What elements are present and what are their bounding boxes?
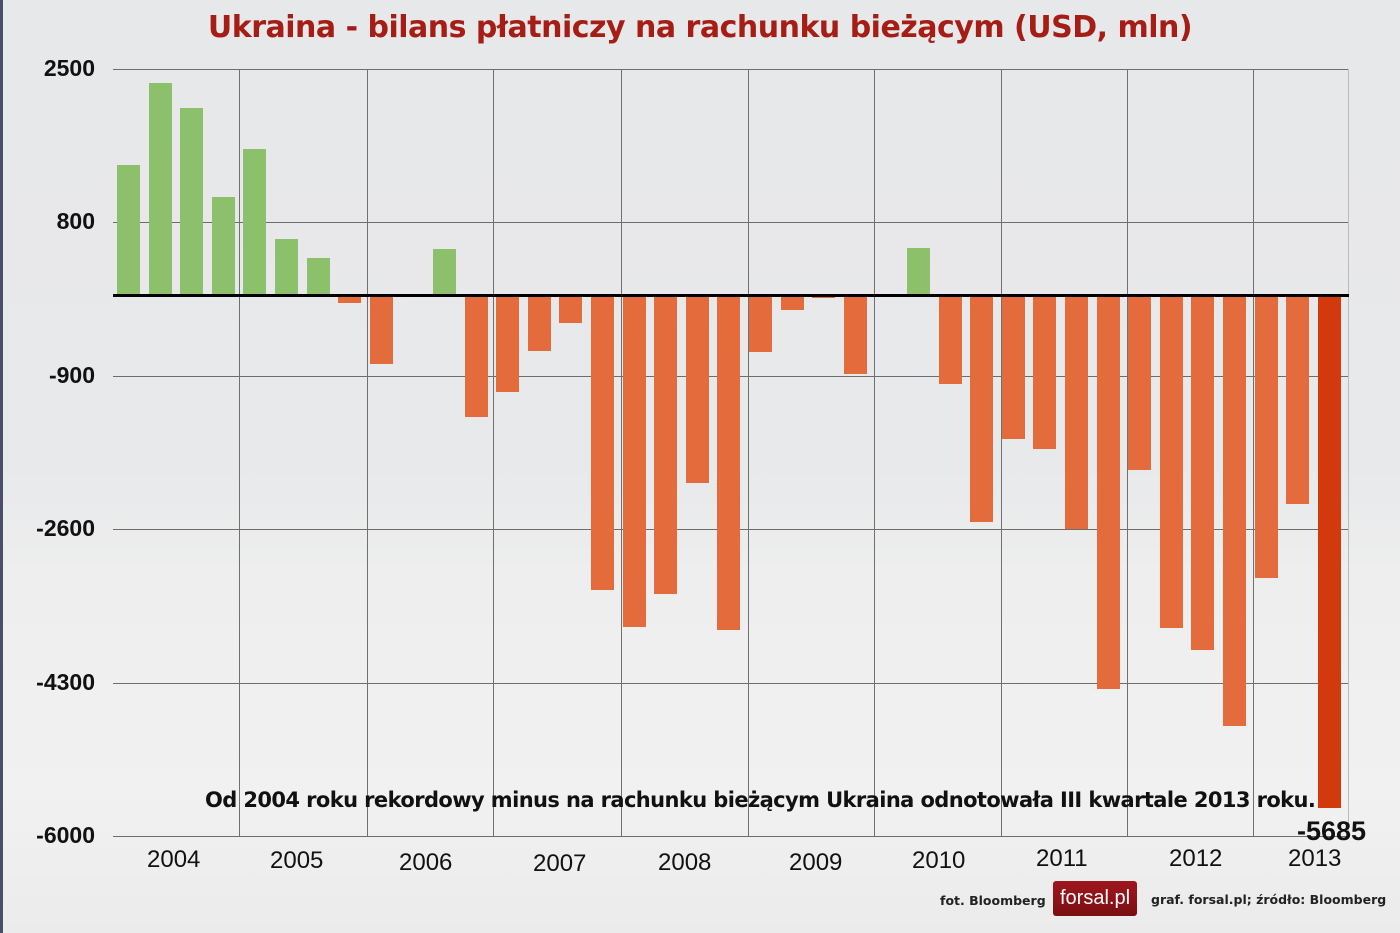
source-credit: graf. forsal.pl; źródło: Bloomberg xyxy=(1151,892,1387,907)
bar-2007-q2[interactable] xyxy=(527,294,551,351)
bar-2009-q2[interactable] xyxy=(780,294,804,310)
bar-2011-q2[interactable] xyxy=(1033,294,1057,449)
x-tick-label: 2004 xyxy=(147,846,201,873)
y-gridline xyxy=(113,222,1349,224)
bar-2009-q1[interactable] xyxy=(749,294,772,353)
bar-2010-q3[interactable] xyxy=(938,294,962,384)
bar-2006-q1[interactable] xyxy=(369,294,393,365)
y-tick-label: -2600 xyxy=(36,515,95,542)
bar-2009-q4[interactable] xyxy=(843,294,867,374)
x-gridline xyxy=(748,69,749,836)
x-gridline xyxy=(1253,69,1254,836)
x-tick-label: 2006 xyxy=(399,849,453,876)
bar-2013-q3[interactable] xyxy=(1317,294,1341,808)
x-gridline xyxy=(239,69,240,836)
y-gridline xyxy=(113,682,1349,684)
x-gridline xyxy=(1127,69,1128,836)
y-tick-label: 2500 xyxy=(43,55,95,81)
bar-2008-q4[interactable] xyxy=(717,294,741,631)
plot-right-edge xyxy=(1348,69,1349,836)
bar-2008-q2[interactable] xyxy=(654,294,678,595)
bar-2005-q4[interactable] xyxy=(338,294,362,303)
bar-2013-q1[interactable] xyxy=(1254,294,1278,578)
bar-2004-q1[interactable] xyxy=(117,164,140,295)
bar-2011-q4[interactable] xyxy=(1096,294,1120,689)
x-gridline xyxy=(621,69,622,836)
x-tick-label: 2010 xyxy=(912,847,966,874)
bar-2006-q3[interactable] xyxy=(433,248,456,295)
x-tick-label: 2013 xyxy=(1288,845,1342,872)
bar-2006-q4[interactable] xyxy=(464,294,488,418)
x-tick-label: 2008 xyxy=(658,849,712,876)
bar-2010-q4[interactable] xyxy=(970,294,994,522)
x-gridline xyxy=(1001,69,1002,836)
bar-2012-q3[interactable] xyxy=(1191,294,1215,651)
bar-2012-q1[interactable] xyxy=(1128,294,1152,470)
x-gridline xyxy=(493,69,494,836)
x-tick-label: 2005 xyxy=(270,847,324,874)
x-gridline xyxy=(367,69,368,836)
bar-2005-q2[interactable] xyxy=(275,238,298,295)
bar-2007-q3[interactable] xyxy=(559,294,583,323)
bar-2008-q3[interactable] xyxy=(685,294,709,484)
y-gridline xyxy=(113,69,1349,70)
bar-2007-q1[interactable] xyxy=(496,294,520,393)
x-tick-label: 2009 xyxy=(789,849,843,876)
left-edge-border xyxy=(0,0,3,933)
y-gridline xyxy=(113,836,1349,837)
bar-2005-q1[interactable] xyxy=(243,149,267,295)
photo-credit: fot. Bloomberg xyxy=(940,893,1046,908)
bar-2012-q2[interactable] xyxy=(1159,294,1183,628)
annotation-note: Od 2004 roku rekordowy minus na rachunku… xyxy=(205,788,1316,812)
x-tick-label: 2011 xyxy=(1036,845,1088,872)
y-tick-label: -4300 xyxy=(36,668,95,695)
x-tick-label: 2012 xyxy=(1169,845,1223,872)
chart-title: Ukraina - bilans płatniczy na rachunku b… xyxy=(207,10,1193,45)
zero-axis-line xyxy=(113,293,1349,297)
x-gridline xyxy=(874,69,875,836)
bar-2005-q3[interactable] xyxy=(306,257,330,295)
bar-2011-q1[interactable] xyxy=(1001,294,1025,439)
bar-2012-q4[interactable] xyxy=(1223,294,1246,726)
bar-2004-q2[interactable] xyxy=(148,83,172,295)
bar-2007-q4[interactable] xyxy=(591,294,614,590)
bar-2013-q2[interactable] xyxy=(1286,294,1310,504)
bar-2010-q2[interactable] xyxy=(907,247,930,295)
bar-2008-q1[interactable] xyxy=(622,294,646,627)
bar-2004-q4[interactable] xyxy=(211,197,235,295)
y-tick-label: -6000 xyxy=(36,822,95,848)
bar-2004-q3[interactable] xyxy=(180,107,204,295)
y-tick-label: -900 xyxy=(48,361,95,388)
forsal-logo[interactable]: forsal.pl xyxy=(1053,881,1137,916)
bar-2011-q3[interactable] xyxy=(1065,294,1088,530)
y-tick-label: 800 xyxy=(56,208,95,235)
x-tick-label: 2007 xyxy=(533,850,587,877)
last-value-label: -5685 xyxy=(1297,816,1367,846)
